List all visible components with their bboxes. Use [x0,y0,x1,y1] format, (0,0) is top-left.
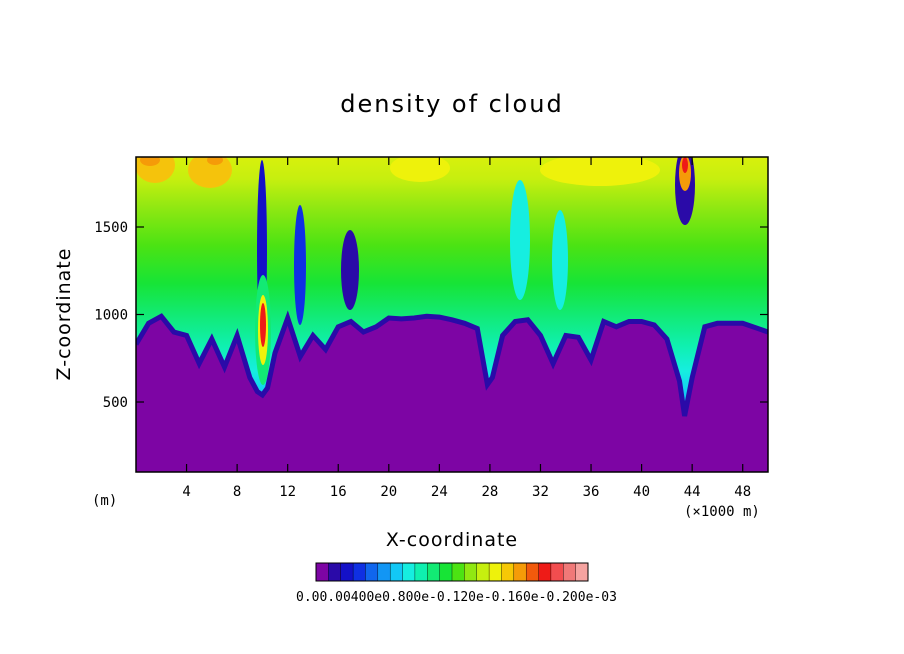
colorbar-swatch [402,562,416,582]
colorbar-swatch [550,562,564,582]
x-tick-label: 24 [431,484,448,500]
colorbar-swatch [414,562,428,582]
x-unit-right: (×1000 m) [684,504,760,520]
colorbar-swatch [315,562,329,582]
x-tick-label: 36 [583,484,600,500]
x-tick-label: 8 [233,484,241,500]
field-feature [207,157,223,165]
colorbar-swatch [389,562,404,582]
x-tick-label: 44 [684,484,701,500]
colorbar-swatch [328,562,342,582]
colorbar-swatch [538,562,552,582]
colorbar-swatch [575,562,589,582]
x-tick-label: 4 [182,484,190,500]
x-unit-left: (m) [92,493,117,509]
field-feature [260,303,266,347]
field-feature [510,180,530,300]
colorbar-swatch [513,562,527,582]
field-feature [390,157,450,182]
low-density-region [136,316,768,472]
colorbar-swatch [352,562,366,582]
field-feature [341,230,359,310]
field-feature [679,157,691,191]
colorbar-swatch [340,562,354,582]
colorbar-swatch [365,562,379,582]
colorbar-swatch [501,562,515,582]
field-feature [294,205,306,325]
x-axis-label: X-coordinate [386,529,518,551]
colorbar-frame [315,562,589,582]
y-ticks: 500 1000 1500 [94,220,768,411]
x-tick-label: 48 [734,484,751,500]
colorbar-swatch [488,562,502,582]
x-tick-label: 20 [380,484,397,500]
colorbar-swatch [525,562,540,582]
colorbar-swatch [464,562,478,582]
colorbar-swatch [439,562,453,582]
field-feature [188,157,232,188]
colorbar-swatch [377,562,391,582]
low-density-edge [136,310,768,417]
x-tick-label: 28 [481,484,498,500]
y-tick-label: 1500 [94,220,128,236]
field-feature [682,157,688,173]
colorbar-swatch [427,562,441,582]
y-tick-label: 1000 [94,308,128,324]
chart-title: density of cloud [340,90,563,118]
colorbar [315,562,589,582]
x-ticks: 4 8 12 16 20 24 28 32 36 40 44 48 [182,157,751,500]
x-tick-label: 16 [330,484,347,500]
plot-field [136,157,768,472]
colorbar-labels: 0.00.00400e0.800e-0.120e-0.160e-0.200e-0… [296,590,617,605]
colorbar-swatch [563,562,577,582]
x-tick-label: 40 [633,484,650,500]
x-tick-label: 12 [279,484,296,500]
field-feature [540,157,660,186]
colorbar-swatch [476,562,490,582]
field-feature [552,210,568,310]
y-tick-label: 500 [103,395,128,411]
field-feature [140,157,160,166]
y-axis-label: Z-coordinate [53,248,75,381]
colorbar-swatch [451,562,465,582]
x-tick-label: 32 [532,484,549,500]
